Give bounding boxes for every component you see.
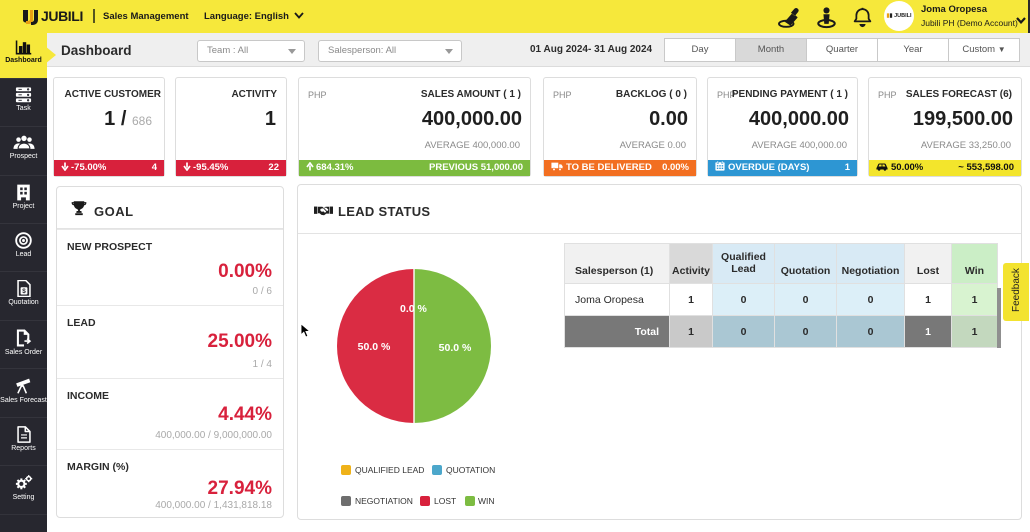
svg-text:50.0 %: 50.0 % [358,341,391,353]
svg-text:50.0 %: 50.0 % [439,342,472,354]
svg-text:$: $ [22,288,26,295]
